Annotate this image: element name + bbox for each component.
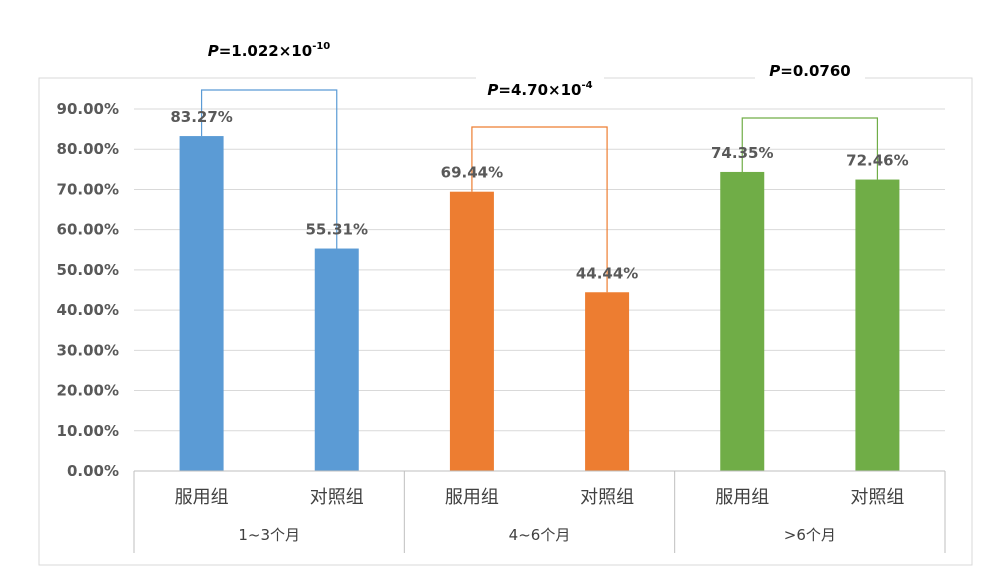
y-tick-label: 10.00%	[57, 422, 119, 440]
category-label: 对照组	[580, 487, 634, 508]
data-label: 44.44%	[576, 264, 638, 282]
p-value-label: P=1.022×10-10	[208, 41, 331, 60]
y-tick-label: 50.00%	[57, 261, 119, 279]
significance-bracket	[471, 126, 608, 293]
y-tick-label: 60.00%	[57, 221, 119, 239]
significance-bracket	[200, 89, 338, 249]
p-value-label: P=0.0760	[769, 62, 850, 80]
y-tick-label: 20.00%	[57, 382, 119, 400]
gridlines	[134, 108, 945, 432]
data-labels: 83.27% 55.31% 69.44% 44.44% 74.35% 72.46%	[170, 108, 908, 282]
significance-brackets: P=1.022×10-10 P=4.70×10-4 P=0.0760	[200, 32, 879, 293]
bar	[449, 191, 494, 471]
y-tick-label: 80.00%	[57, 140, 119, 158]
y-tick-label: 90.00%	[57, 100, 119, 118]
y-tick-label: 30.00%	[57, 341, 119, 359]
data-label: 69.44%	[441, 164, 503, 182]
data-label: 83.27%	[170, 108, 232, 126]
p-value-label: P=4.70×10-4	[487, 80, 592, 99]
category-label: 服用组	[445, 487, 499, 508]
y-tick-label: 70.00%	[57, 180, 119, 198]
group-label: >6个月	[784, 526, 836, 544]
bar	[585, 292, 630, 471]
bar	[720, 171, 765, 471]
bar	[179, 136, 224, 471]
category-label: 对照组	[310, 487, 364, 508]
y-tick-label: 0.00%	[67, 462, 119, 480]
bars	[179, 136, 900, 471]
category-label: 服用组	[175, 487, 229, 508]
y-axis-ticks: 0.00% 10.00% 20.00% 30.00% 40.00% 50.00% 60.00…	[57, 100, 119, 480]
category-label: 服用组	[715, 487, 769, 508]
data-label: 74.35%	[711, 144, 773, 162]
significance-bracket	[741, 117, 879, 180]
bar	[314, 248, 359, 471]
group-label: 4~6个月	[509, 526, 571, 544]
p-value-background	[755, 52, 865, 84]
bar	[855, 179, 900, 471]
data-label: 72.46%	[846, 152, 908, 170]
y-tick-label: 40.00%	[57, 301, 119, 319]
p-value-background	[476, 71, 604, 103]
p-value-background	[204, 32, 334, 64]
category-label: 对照组	[850, 487, 904, 508]
data-label: 55.31%	[306, 221, 368, 239]
group-label: 1~3个月	[238, 526, 300, 544]
